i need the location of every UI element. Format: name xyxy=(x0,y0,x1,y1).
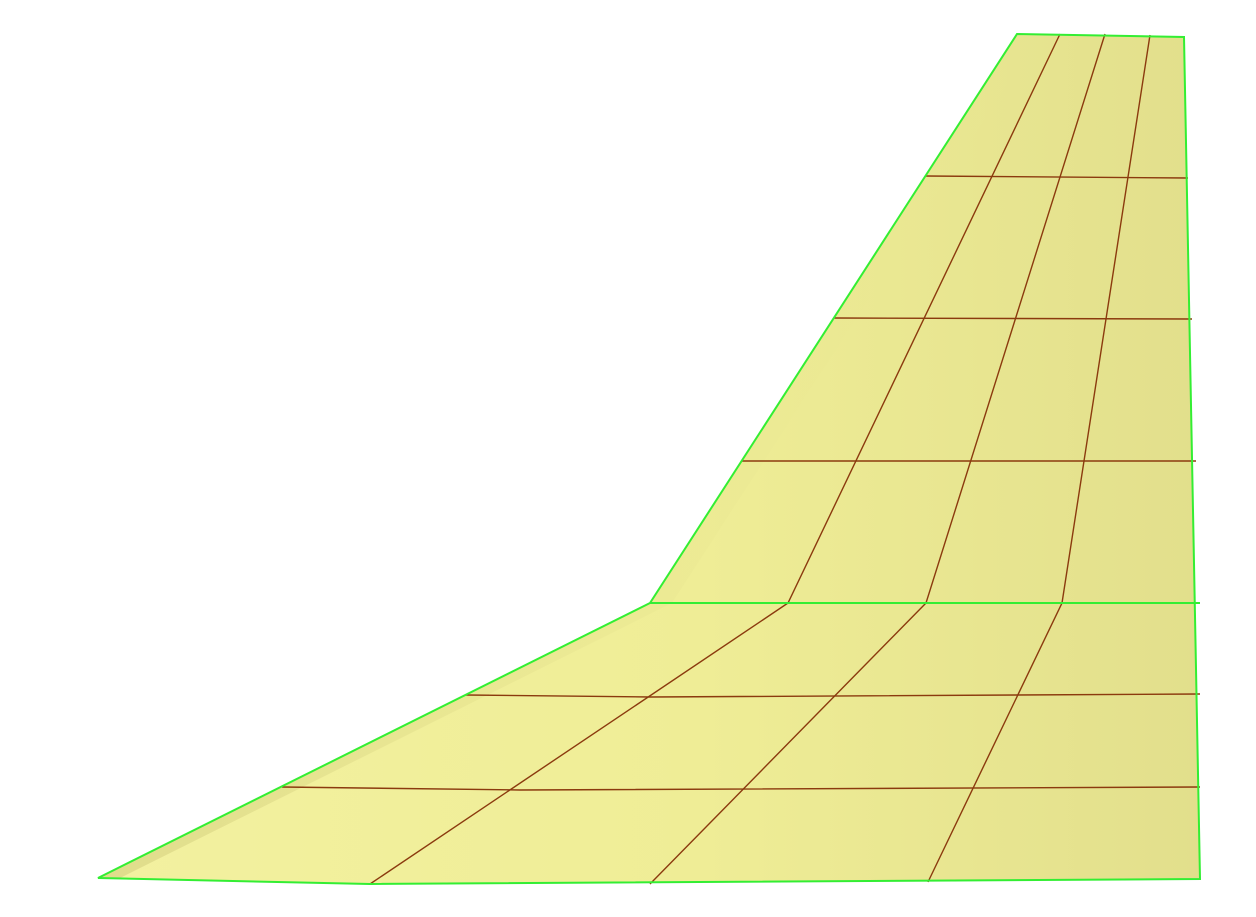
mesh-line-span-5 xyxy=(924,175,1189,179)
wing-surface[interactable] xyxy=(98,34,1200,884)
mesh-line-span-2 xyxy=(465,693,1201,698)
mesh-line-span-1 xyxy=(281,786,1201,791)
mesh-line-span-4 xyxy=(833,317,1193,320)
